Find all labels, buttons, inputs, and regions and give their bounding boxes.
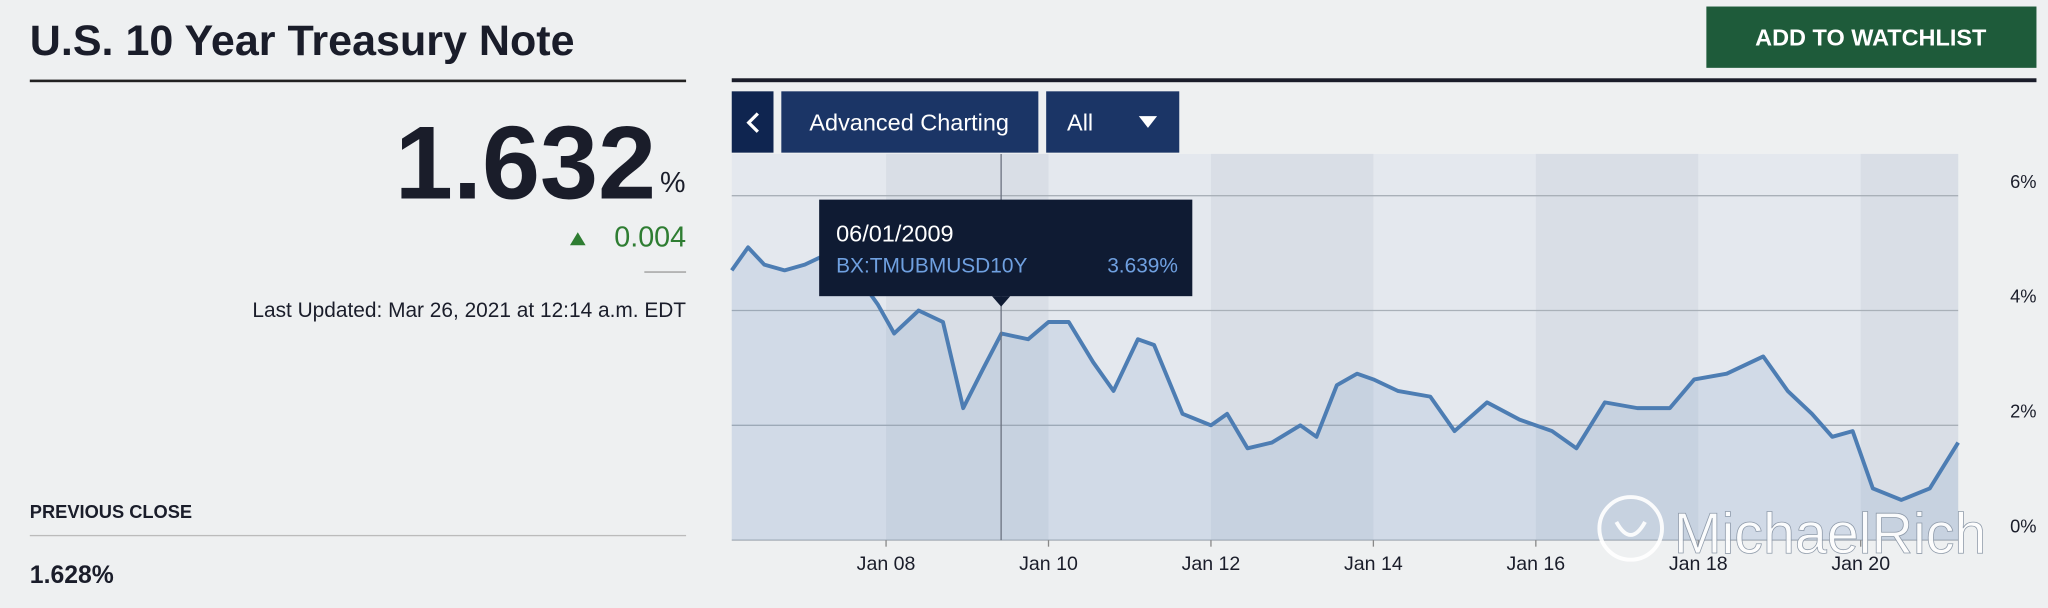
band (1860, 153, 1959, 541)
x-tick-label: Jan 12 (1182, 553, 1241, 575)
price-unit: % (660, 167, 686, 199)
y-tick-label: 4% (2010, 286, 2036, 307)
band (1535, 153, 1699, 541)
plot: 0% 2% 4% 6% Jan 08 Jan 10 Jan 12 Jan 14 Jan 16 Ja… (730, 153, 2036, 575)
x-tick-label: Jan 20 (1831, 553, 1890, 575)
y-tick-label: 0% (2010, 515, 2036, 536)
advanced-label[interactable]: Advanced Charting (809, 109, 1009, 135)
watermark: MichaelRich (1674, 502, 1987, 566)
watchlist-label[interactable]: ADD TO WATCHLIST (1755, 25, 1987, 51)
tooltip-value: 3.639% (1107, 255, 1178, 278)
tooltip-date: 06/01/2009 (836, 220, 953, 246)
dropdown-icon[interactable] (1138, 116, 1158, 128)
y-tick-label: 6% (2010, 171, 2036, 192)
range-button[interactable] (1046, 91, 1180, 153)
tooltip (819, 199, 1193, 297)
chart-rule (731, 78, 2037, 83)
advanced-button[interactable] (781, 91, 1039, 153)
title-rule (29, 79, 687, 83)
back-icon[interactable] (746, 112, 759, 133)
last-updated: Last Updated: Mar 26, 2021 at 12:14 a.m.… (252, 299, 686, 322)
band (1210, 153, 1374, 541)
x-tick-label: Jan 10 (1019, 553, 1078, 575)
y-tick-label: 2% (2010, 401, 2036, 422)
tooltip-series: BX:TMUBMUSD10Y (836, 255, 1027, 278)
previous-close: 1.628% (30, 562, 114, 589)
tooltip-pointer (991, 296, 1011, 307)
up-arrow (569, 232, 586, 246)
price: 1.632 (395, 105, 656, 221)
area (731, 247, 1959, 541)
x-tick-label: Jan 16 (1506, 553, 1565, 575)
watermark-logo (1597, 495, 1664, 562)
range-label[interactable]: All (1067, 109, 1093, 135)
x-tick-label: Jan 14 (1344, 553, 1403, 575)
title: U.S. 10 Year Treasury Note (30, 17, 575, 65)
x-tick-label: Jan 18 (1669, 553, 1728, 575)
x-tick-label: Jan 08 (857, 553, 916, 575)
line (730, 245, 1960, 502)
watermark-logo (1614, 520, 1647, 537)
previous-close-label: PREVIOUS CLOSE (30, 501, 192, 522)
change: 0.004 (614, 222, 686, 254)
back-button[interactable] (731, 91, 774, 153)
rule (29, 534, 687, 537)
watchlist-button[interactable] (1706, 6, 2037, 68)
rule (644, 271, 687, 273)
